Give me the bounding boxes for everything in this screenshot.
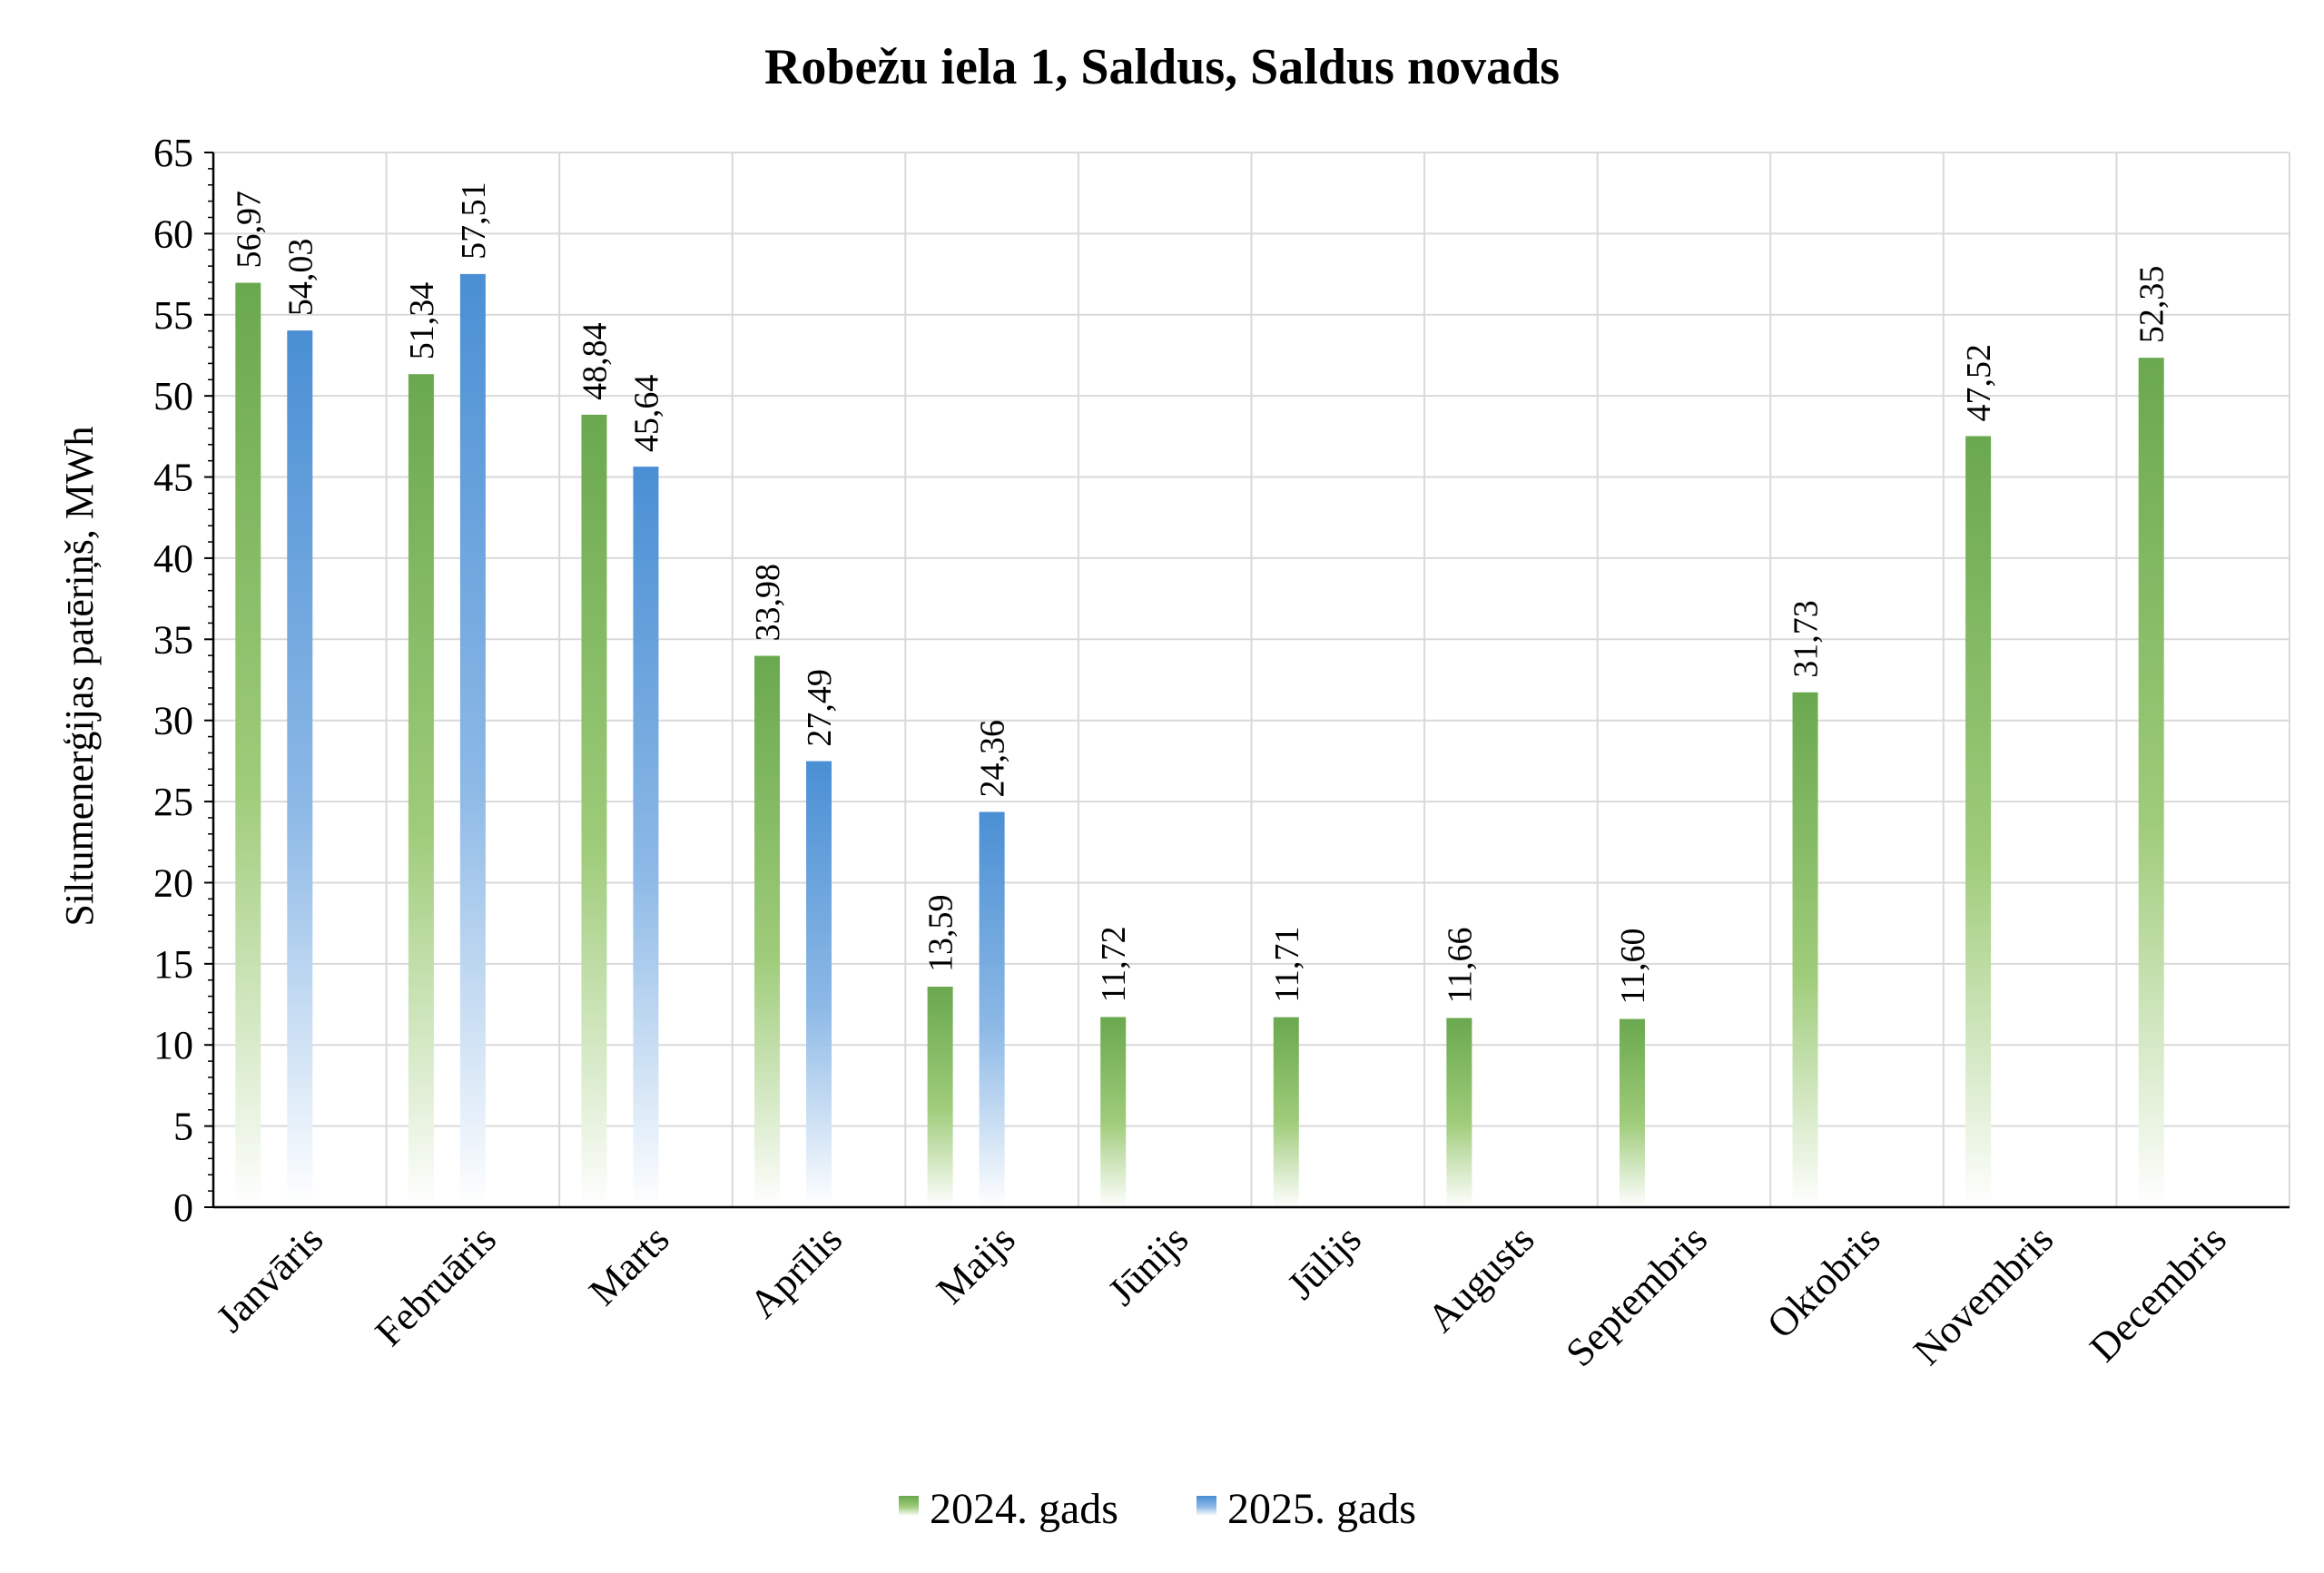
data-label: 31,73 bbox=[1787, 600, 1826, 678]
legend-swatch bbox=[1196, 1496, 1216, 1516]
data-label: 45,64 bbox=[627, 375, 665, 453]
y-tick-label: 60 bbox=[153, 211, 193, 256]
data-label: 11,72 bbox=[1095, 926, 1133, 1002]
data-labels: 56,97 51,34 48,84 33,98 13,59 11,72 11,71 11,66… bbox=[230, 182, 2171, 1004]
y-tick-label: 50 bbox=[153, 374, 193, 418]
data-label: 51,34 bbox=[403, 282, 441, 360]
bar-2025-gads-2 bbox=[633, 467, 659, 1207]
x-tick-label: Marts bbox=[580, 1216, 677, 1313]
chart-title: Robežu iela 1, Saldus, Saldus novads bbox=[764, 39, 1560, 95]
data-label: 27,49 bbox=[801, 669, 839, 747]
data-label: 11,66 bbox=[1441, 927, 1479, 1003]
y-tick-label: 65 bbox=[153, 131, 193, 175]
x-tick-label: Februāris bbox=[367, 1216, 505, 1354]
y-tick-label: 25 bbox=[153, 780, 193, 824]
y-tick-labels: 0 5 10 15 20 25 30 35 40 45 50 55 60 65 bbox=[153, 131, 193, 1230]
bar-2024-gads-0 bbox=[235, 282, 261, 1207]
data-label: 13,59 bbox=[922, 895, 960, 973]
legend-label: 2025. gads bbox=[1227, 1485, 1416, 1533]
y-tick-label: 40 bbox=[153, 536, 193, 581]
data-label: 57,51 bbox=[455, 182, 493, 260]
y-tick-label: 10 bbox=[153, 1023, 193, 1067]
bar-2024-gads-6 bbox=[1273, 1017, 1299, 1207]
axes bbox=[204, 152, 2290, 1209]
y-tick-label: 35 bbox=[153, 617, 193, 662]
y-tick-label: 0 bbox=[173, 1185, 193, 1230]
data-label: 11,71 bbox=[1268, 927, 1306, 1003]
data-label: 52,35 bbox=[2133, 266, 2171, 344]
x-tick-label: Janvāris bbox=[208, 1216, 332, 1341]
y-tick-label: 15 bbox=[153, 942, 193, 987]
y-tick-label: 55 bbox=[153, 293, 193, 338]
x-tick-label: Decembris bbox=[2081, 1216, 2234, 1370]
bar-2024-gads-7 bbox=[1446, 1018, 1472, 1207]
legend-swatch bbox=[899, 1496, 919, 1516]
x-tick-label: Maijs bbox=[928, 1216, 1024, 1312]
bar-2024-gads-5 bbox=[1100, 1017, 1127, 1207]
x-tick-label: Novembris bbox=[1905, 1216, 2062, 1373]
data-label: 11,60 bbox=[1614, 929, 1652, 1005]
data-label: 33,98 bbox=[749, 564, 787, 642]
data-label: 56,97 bbox=[230, 191, 268, 269]
bar-2024-gads-10 bbox=[1965, 436, 1992, 1207]
bar-2024-gads-4 bbox=[927, 987, 953, 1207]
bar-2024-gads-9 bbox=[1792, 692, 1818, 1207]
x-tick-label: Oktobris bbox=[1758, 1216, 1889, 1347]
bar-2024-gads-3 bbox=[754, 655, 781, 1207]
bars bbox=[235, 273, 2164, 1208]
data-label: 24,36 bbox=[974, 720, 1012, 798]
bar-2025-gads-4 bbox=[979, 811, 1005, 1207]
x-tick-label: Jūlijs bbox=[1279, 1216, 1370, 1307]
bar-2024-gads-11 bbox=[2138, 358, 2164, 1207]
data-label: 54,03 bbox=[281, 239, 320, 317]
legend: 2024. gads 2025. gads bbox=[899, 1485, 1416, 1533]
legend-label: 2024. gads bbox=[930, 1485, 1118, 1533]
bar-2025-gads-3 bbox=[806, 761, 832, 1207]
bar-2025-gads-1 bbox=[459, 273, 486, 1207]
x-tick-labels: Janvāris Februāris Marts Aprīlis Maijs Jūnijs… bbox=[208, 1216, 2235, 1375]
y-tick-label: 20 bbox=[153, 860, 193, 905]
x-tick-label: Septembris bbox=[1557, 1216, 1716, 1375]
bar-2024-gads-8 bbox=[1619, 1018, 1645, 1207]
x-tick-label: Augusts bbox=[1419, 1216, 1543, 1341]
y-tick-label: 5 bbox=[173, 1105, 193, 1149]
data-label: 48,84 bbox=[576, 322, 614, 400]
x-tick-label: Jūnijs bbox=[1099, 1216, 1196, 1313]
gridlines bbox=[213, 152, 2290, 1207]
y-tick-label: 45 bbox=[153, 456, 193, 500]
bar-2025-gads-0 bbox=[287, 330, 313, 1207]
x-tick-label: Aprīlis bbox=[741, 1216, 851, 1326]
bar-2024-gads-2 bbox=[581, 414, 607, 1207]
y-axis-label: Siltumenerģijas patēriņš, MWh bbox=[57, 426, 102, 926]
y-tick-label: 30 bbox=[153, 699, 193, 743]
data-label: 47,52 bbox=[1960, 344, 1998, 422]
bar-2024-gads-1 bbox=[408, 374, 434, 1208]
